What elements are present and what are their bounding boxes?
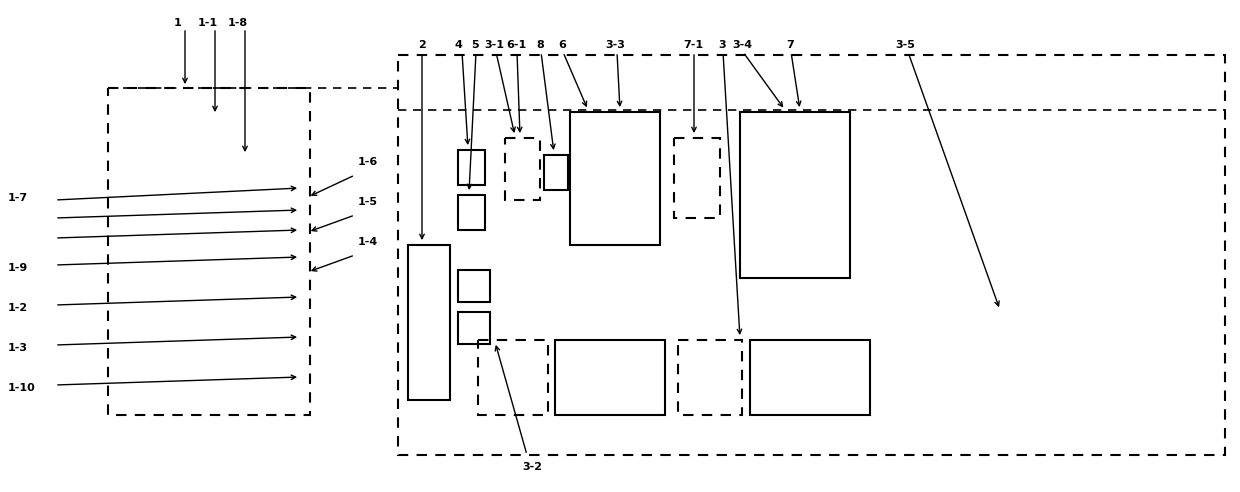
Bar — [750, 340, 870, 415]
Bar — [678, 340, 742, 415]
Text: 1-3: 1-3 — [7, 343, 29, 353]
Bar — [740, 112, 849, 278]
Bar — [675, 138, 720, 218]
Text: 1-5: 1-5 — [358, 197, 378, 207]
Bar — [477, 340, 548, 415]
Bar — [556, 340, 665, 415]
Bar — [398, 55, 1225, 455]
Bar — [108, 88, 310, 415]
Text: 3-1: 3-1 — [484, 40, 503, 50]
Text: 1-4: 1-4 — [358, 237, 378, 247]
Text: 4: 4 — [454, 40, 463, 50]
Text: 2: 2 — [418, 40, 425, 50]
Text: 3-2: 3-2 — [522, 462, 542, 472]
Bar — [458, 270, 490, 302]
Text: 1-9: 1-9 — [7, 263, 29, 273]
Text: 1-10: 1-10 — [7, 383, 36, 393]
Bar — [505, 138, 539, 200]
Text: 8: 8 — [536, 40, 544, 50]
Text: 3-3: 3-3 — [605, 40, 625, 50]
Text: 7-1: 7-1 — [683, 40, 703, 50]
Text: 7: 7 — [786, 40, 794, 50]
Text: 5: 5 — [471, 40, 479, 50]
Bar — [458, 195, 485, 230]
Text: 1-8: 1-8 — [228, 18, 248, 28]
Bar — [408, 245, 450, 400]
Text: 3-4: 3-4 — [732, 40, 753, 50]
Text: 3-5: 3-5 — [895, 40, 915, 50]
Text: 1-2: 1-2 — [7, 303, 29, 313]
Text: 6-1: 6-1 — [506, 40, 526, 50]
Text: 1-7: 1-7 — [7, 193, 29, 203]
Bar — [544, 155, 568, 190]
Text: 1-6: 1-6 — [358, 157, 378, 167]
Text: 3: 3 — [718, 40, 725, 50]
Bar — [458, 150, 485, 185]
Bar — [570, 112, 660, 245]
Text: 6: 6 — [558, 40, 565, 50]
Text: 1: 1 — [174, 18, 182, 28]
Text: 1-1: 1-1 — [198, 18, 218, 28]
Bar — [458, 312, 490, 344]
